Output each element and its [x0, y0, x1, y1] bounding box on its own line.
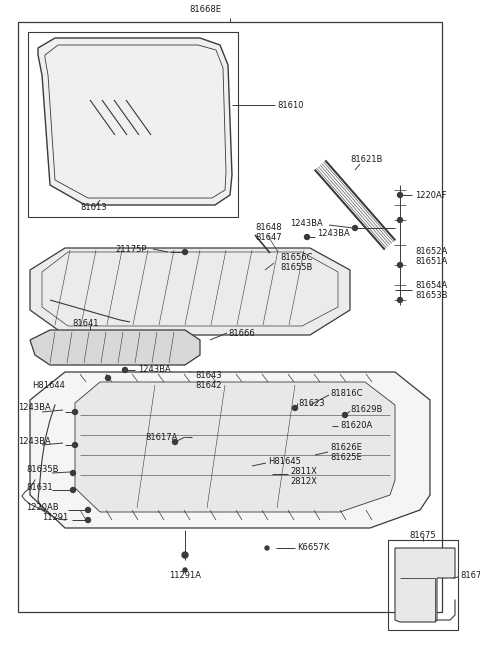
- Circle shape: [397, 262, 403, 268]
- Polygon shape: [38, 38, 232, 205]
- Text: 1243BA: 1243BA: [317, 230, 350, 239]
- Text: 81617A: 81617A: [145, 432, 178, 441]
- Circle shape: [397, 218, 403, 222]
- Text: 1243BA: 1243BA: [290, 218, 323, 228]
- Circle shape: [182, 249, 188, 255]
- Text: 81643: 81643: [195, 371, 222, 380]
- Circle shape: [122, 367, 128, 373]
- Text: 81623: 81623: [298, 398, 324, 407]
- Text: 81621B: 81621B: [350, 155, 383, 165]
- Text: 81620A: 81620A: [340, 420, 372, 430]
- Polygon shape: [130, 372, 195, 392]
- Circle shape: [85, 508, 91, 512]
- Bar: [388, 540, 458, 630]
- Text: 81677: 81677: [460, 571, 480, 579]
- Text: 81613: 81613: [80, 203, 107, 213]
- Text: 81642: 81642: [195, 380, 221, 390]
- Text: 1220AF: 1220AF: [415, 190, 446, 199]
- Circle shape: [292, 405, 298, 411]
- Circle shape: [85, 518, 91, 522]
- Text: 81668E: 81668E: [189, 5, 221, 14]
- Text: 81675: 81675: [410, 531, 436, 539]
- Text: 81651A: 81651A: [415, 258, 447, 266]
- Circle shape: [72, 409, 77, 415]
- Text: 81647: 81647: [255, 232, 282, 241]
- Text: 81631: 81631: [26, 483, 53, 493]
- Text: 81625E: 81625E: [330, 453, 362, 462]
- Circle shape: [397, 192, 403, 197]
- Text: 2811X: 2811X: [290, 468, 317, 476]
- Text: K6657K: K6657K: [297, 544, 329, 552]
- Polygon shape: [30, 248, 350, 335]
- Circle shape: [343, 413, 348, 417]
- Text: 1243BA: 1243BA: [18, 438, 51, 447]
- Circle shape: [183, 568, 187, 572]
- Circle shape: [72, 443, 77, 447]
- Text: 81666: 81666: [228, 329, 255, 337]
- Circle shape: [71, 470, 75, 476]
- Bar: [28, 32, 238, 217]
- Text: 1220AB: 1220AB: [26, 504, 59, 512]
- Text: 11291: 11291: [42, 514, 68, 522]
- Circle shape: [71, 487, 75, 493]
- Circle shape: [352, 226, 358, 230]
- Text: H81644: H81644: [32, 380, 65, 390]
- Polygon shape: [75, 382, 395, 512]
- Text: 1243BA: 1243BA: [18, 403, 51, 413]
- Text: 81629B: 81629B: [350, 405, 383, 415]
- Text: 1243BA: 1243BA: [138, 365, 171, 375]
- Text: 81654A: 81654A: [415, 281, 447, 289]
- Text: 21175P: 21175P: [115, 245, 146, 253]
- Text: 81655B: 81655B: [280, 264, 312, 272]
- Text: 81656C: 81656C: [280, 253, 312, 262]
- Text: 81648: 81648: [255, 224, 282, 232]
- Circle shape: [172, 440, 178, 445]
- Polygon shape: [395, 548, 455, 622]
- Bar: [18, 22, 442, 612]
- Text: H81645: H81645: [268, 457, 301, 466]
- Circle shape: [397, 298, 403, 302]
- Polygon shape: [30, 372, 430, 528]
- Circle shape: [106, 375, 110, 380]
- Text: 81635B: 81635B: [26, 466, 59, 474]
- Circle shape: [182, 552, 188, 558]
- Polygon shape: [30, 330, 200, 365]
- Text: 81653B: 81653B: [415, 291, 447, 300]
- Text: 11291A: 11291A: [169, 571, 201, 579]
- Text: 2812X: 2812X: [290, 478, 317, 487]
- Text: 81652A: 81652A: [415, 247, 447, 256]
- Text: 81626E: 81626E: [330, 443, 362, 453]
- Text: 81816C: 81816C: [330, 388, 362, 398]
- Text: 81641: 81641: [72, 319, 98, 327]
- Circle shape: [265, 546, 269, 550]
- Circle shape: [304, 234, 310, 239]
- Text: 81610: 81610: [277, 100, 303, 110]
